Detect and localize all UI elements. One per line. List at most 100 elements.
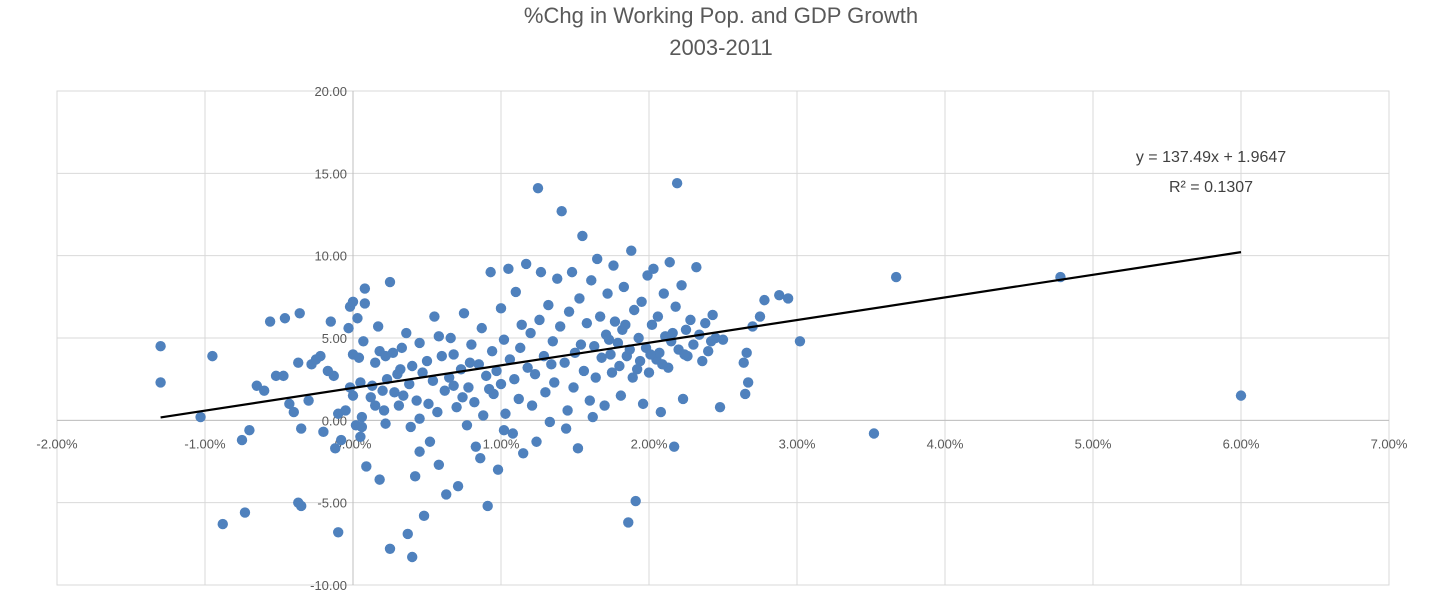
data-point — [556, 206, 567, 217]
data-point — [623, 517, 634, 528]
data-point — [464, 357, 476, 368]
data-point — [352, 313, 363, 324]
data-point — [581, 317, 593, 329]
data-point — [340, 405, 351, 416]
data-point — [868, 428, 880, 439]
data-point — [244, 425, 255, 436]
data-point — [525, 327, 536, 339]
data-point — [433, 459, 445, 470]
data-point — [370, 400, 381, 411]
data-point — [602, 288, 613, 299]
chart-subtitle: 2003-2011 — [669, 35, 773, 60]
data-point — [393, 400, 405, 411]
data-point — [361, 461, 372, 472]
data-point — [629, 304, 640, 316]
data-point — [395, 364, 406, 375]
data-point — [318, 426, 329, 438]
data-point — [498, 334, 510, 345]
data-point — [620, 319, 631, 331]
data-point — [700, 317, 711, 329]
data-point — [372, 321, 384, 332]
data-point — [495, 378, 507, 390]
data-point — [458, 308, 470, 319]
data-point — [359, 298, 371, 309]
data-point — [486, 345, 498, 357]
data-point — [646, 319, 658, 331]
data-point — [668, 441, 680, 452]
data-point — [738, 357, 749, 368]
data-point — [742, 377, 754, 388]
data-point — [676, 280, 687, 291]
data-point — [520, 258, 532, 270]
data-point — [774, 289, 785, 301]
data-point — [664, 257, 675, 268]
data-point — [355, 377, 366, 388]
data-point — [483, 383, 495, 395]
data-point — [457, 392, 468, 403]
data-point — [239, 507, 251, 518]
data-point — [270, 370, 282, 382]
data-point — [236, 434, 248, 446]
data-point — [685, 314, 696, 326]
data-point — [359, 283, 371, 294]
trendline — [160, 251, 1242, 419]
data-point — [421, 355, 433, 367]
trendline-r-squared: R² = 0.1307 — [1169, 179, 1253, 196]
data-point — [333, 527, 344, 538]
data-point — [414, 413, 425, 424]
data-point — [563, 306, 575, 317]
data-point — [485, 266, 496, 278]
data-point — [155, 341, 166, 352]
data-point — [389, 387, 400, 398]
data-point — [518, 448, 529, 459]
data-point — [374, 474, 385, 485]
data-point — [503, 263, 514, 275]
x-tick-label: 6.00% — [1223, 436, 1260, 451]
data-point — [353, 352, 365, 363]
data-point — [476, 322, 487, 334]
data-point — [355, 431, 366, 442]
data-point — [552, 273, 563, 284]
data-point — [207, 350, 218, 362]
data-point — [279, 313, 291, 324]
data-point — [195, 411, 206, 423]
data-point — [330, 443, 341, 454]
data-point — [568, 382, 579, 393]
data-point — [429, 311, 440, 322]
data-point — [697, 355, 708, 367]
data-point — [411, 395, 422, 406]
data-point — [890, 271, 902, 283]
data-point — [380, 418, 391, 429]
data-point — [461, 420, 473, 431]
data-point — [498, 425, 510, 436]
data-point — [328, 370, 339, 382]
data-point — [633, 332, 644, 344]
data-point — [439, 385, 450, 396]
data-point — [529, 369, 541, 380]
y-tick-label: -10.00 — [310, 578, 347, 593]
data-point — [637, 398, 649, 410]
x-tick-label: 5.00% — [1075, 436, 1112, 451]
data-point — [284, 398, 295, 410]
data-point — [608, 260, 619, 271]
x-tick-label: -1.00% — [184, 436, 226, 451]
data-point — [679, 349, 690, 360]
data-point — [612, 337, 624, 349]
data-point — [217, 518, 228, 530]
data-point — [627, 372, 638, 383]
data-point — [657, 359, 668, 370]
data-point — [481, 370, 492, 382]
data-point — [603, 334, 615, 345]
data-point — [325, 316, 336, 327]
data-point — [436, 350, 447, 362]
data-point — [535, 266, 547, 278]
data-point — [584, 395, 595, 406]
data-point — [469, 397, 480, 408]
data-point — [466, 339, 477, 350]
data-point — [559, 357, 570, 368]
data-point — [636, 296, 647, 307]
data-point — [589, 341, 600, 352]
data-point — [452, 481, 464, 492]
